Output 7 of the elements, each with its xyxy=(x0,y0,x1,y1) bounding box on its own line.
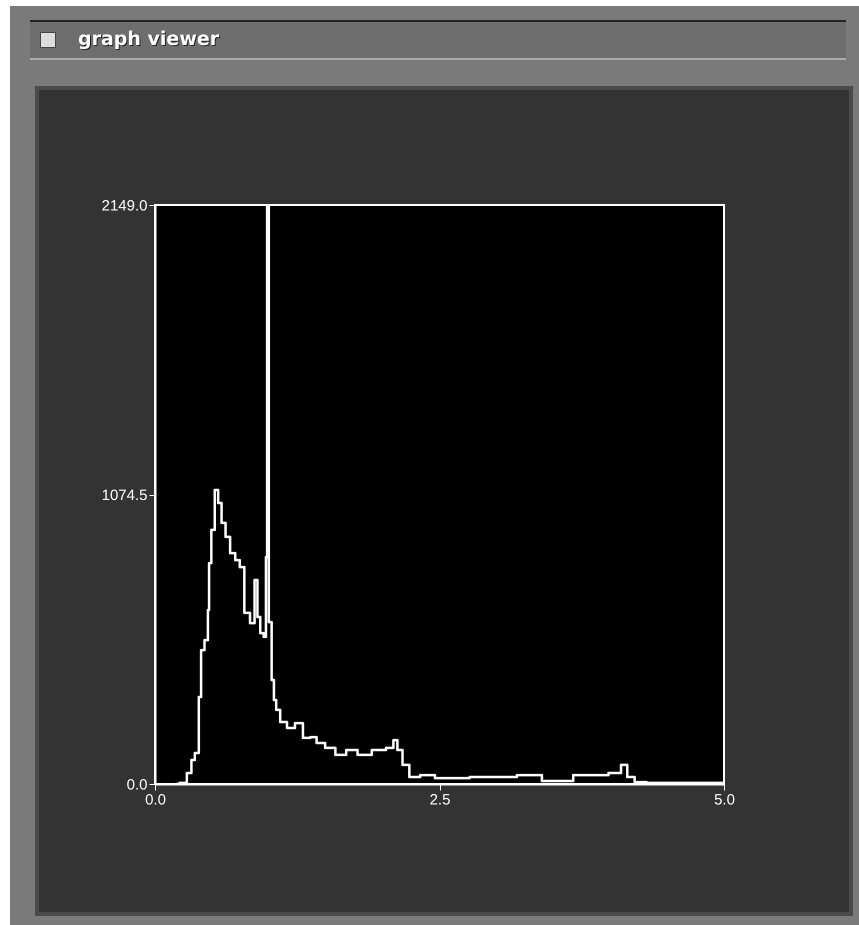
x-tick-label: 2.5 xyxy=(430,792,450,808)
x-tick-label: 0.0 xyxy=(145,792,166,808)
y-tick-label: 1074.5 xyxy=(102,487,148,504)
y-tick-label: 2149.0 xyxy=(102,198,148,214)
x-tick-label: 5.0 xyxy=(714,792,735,808)
y-tick-label: 0.0 xyxy=(126,776,148,794)
chart-title: graph viewer xyxy=(78,28,220,50)
